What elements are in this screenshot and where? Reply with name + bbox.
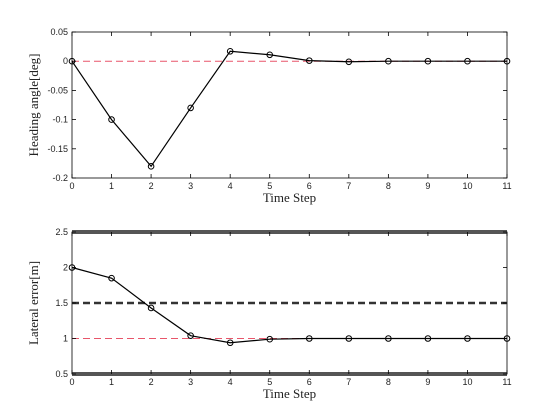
data-point bbox=[266, 335, 274, 343]
y-tick-label: 1 bbox=[63, 334, 68, 344]
data-point bbox=[424, 335, 432, 342]
x-tick-label: 10 bbox=[462, 181, 472, 191]
x-tick-label: 5 bbox=[267, 377, 272, 387]
data-point bbox=[464, 57, 471, 65]
data-point bbox=[187, 104, 194, 112]
data-point bbox=[147, 304, 155, 312]
data-point bbox=[464, 335, 471, 342]
axes: 0 1 2 3 4 5 6 7 8 9 10 11 -0.2 -0.15 -0.1 -0.05 0 0.05 Tim… bbox=[26, 27, 512, 205]
data-point bbox=[266, 51, 274, 59]
x-tick-label: 8 bbox=[386, 181, 391, 191]
x-tick-label: 7 bbox=[346, 181, 351, 191]
data-line bbox=[71, 50, 507, 168]
data-point bbox=[68, 57, 76, 65]
x-tick-label: 7 bbox=[346, 377, 351, 387]
x-tick-label: 3 bbox=[188, 377, 193, 387]
axes: 0 1 2 3 4 5 6 7 8 9 10 11 0.5 1 1.5 2 2.5 Time Step Latera… bbox=[26, 227, 512, 401]
y-tick-label: 2 bbox=[63, 263, 68, 273]
data-point bbox=[503, 57, 511, 65]
x-tick-label: 8 bbox=[386, 377, 391, 387]
y-tick-label: 0 bbox=[63, 56, 68, 66]
y-tick-label: 1.5 bbox=[55, 298, 68, 308]
x-axis-label: Time Step bbox=[263, 190, 316, 205]
axes-box bbox=[71, 31, 508, 179]
y-axis-label: Lateral error[m] bbox=[26, 261, 41, 345]
x-tick-label: 11 bbox=[502, 181, 511, 191]
y-tick-label: -0.1 bbox=[52, 115, 68, 125]
x-tick-label: 5 bbox=[267, 181, 272, 191]
x-tick-label: 2 bbox=[149, 377, 154, 387]
x-tick-label: 9 bbox=[425, 181, 430, 191]
y-axis-label: Heading angle[deg] bbox=[26, 54, 41, 157]
data-point bbox=[187, 332, 194, 339]
y-tick-label: -0.2 bbox=[52, 173, 68, 183]
x-tick-label: 10 bbox=[462, 377, 472, 387]
x-tick-label: 4 bbox=[228, 181, 233, 191]
x-axis-label: Time Step bbox=[263, 386, 316, 401]
data-point bbox=[226, 47, 234, 55]
x-tick-label: 1 bbox=[109, 181, 114, 191]
x-tick-label: 9 bbox=[425, 377, 430, 387]
data-point bbox=[424, 57, 432, 65]
data-point bbox=[503, 335, 511, 342]
data-point bbox=[226, 339, 234, 347]
x-tick-label: 0 bbox=[69, 377, 74, 387]
y-tick-label: 2.5 bbox=[55, 227, 68, 237]
data-point bbox=[68, 264, 76, 271]
x-tick-label: 6 bbox=[307, 377, 312, 387]
data-point bbox=[385, 57, 392, 65]
data-point bbox=[305, 57, 313, 64]
y-tick-label: 0.05 bbox=[50, 27, 68, 37]
x-tick-label: 0 bbox=[69, 181, 74, 191]
data-point bbox=[385, 335, 392, 342]
data-point bbox=[345, 335, 353, 342]
data-point bbox=[108, 274, 115, 282]
y-tick-label: -0.05 bbox=[47, 85, 68, 95]
y-tick-label: -0.15 bbox=[47, 144, 68, 154]
data-point bbox=[108, 116, 115, 123]
data-point bbox=[305, 335, 313, 342]
data-line bbox=[71, 266, 507, 344]
x-tick-label: 11 bbox=[502, 377, 511, 387]
data-point bbox=[345, 58, 353, 66]
x-tick-label: 1 bbox=[109, 377, 114, 387]
x-tick-label: 6 bbox=[307, 181, 312, 191]
y-tick-label: 0.5 bbox=[55, 369, 68, 379]
x-tick-label: 3 bbox=[188, 181, 193, 191]
data-point bbox=[147, 163, 155, 170]
x-tick-label: 4 bbox=[228, 377, 233, 387]
x-tick-label: 2 bbox=[149, 181, 154, 191]
